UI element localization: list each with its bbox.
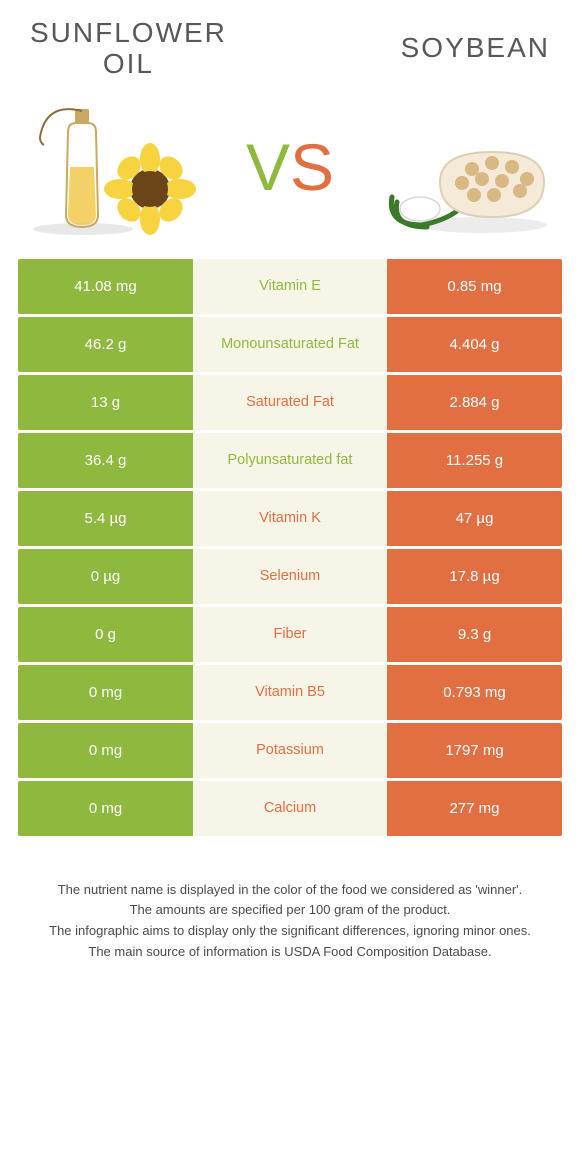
- table-row: 0 mgCalcium277 mg: [18, 781, 562, 836]
- value-left: 0 mg: [18, 781, 193, 836]
- value-left: 0 mg: [18, 665, 193, 720]
- table-row: 46.2 gMonounsaturated Fat4.404 g: [18, 317, 562, 372]
- nutrient-label: Saturated Fat: [193, 375, 387, 430]
- nutrient-label: Potassium: [193, 723, 387, 778]
- nutrient-label: Monounsaturated Fat: [193, 317, 387, 372]
- table-row: 5.4 µgVitamin K47 µg: [18, 491, 562, 546]
- value-left: 5.4 µg: [18, 491, 193, 546]
- value-left: 0 g: [18, 607, 193, 662]
- header: SUNFLOWER OIL SOYBEAN: [0, 0, 580, 85]
- table-row: 0 gFiber9.3 g: [18, 607, 562, 662]
- table-row: 0 mgPotassium1797 mg: [18, 723, 562, 778]
- nutrient-label: Vitamin B5: [193, 665, 387, 720]
- value-right: 277 mg: [387, 781, 562, 836]
- comparison-table: 41.08 mgVitamin E0.85 mg46.2 gMonounsatu…: [0, 259, 580, 836]
- vs-v: V: [246, 130, 290, 204]
- soybean-icon: [382, 97, 552, 237]
- footer-line: The main source of information is USDA F…: [26, 943, 554, 962]
- vs-label: VS: [246, 134, 334, 200]
- value-right: 2.884 g: [387, 375, 562, 430]
- table-row: 41.08 mgVitamin E0.85 mg: [18, 259, 562, 314]
- title-left: SUNFLOWER OIL: [30, 18, 227, 80]
- value-left: 0 µg: [18, 549, 193, 604]
- nutrient-label: Polyunsaturated fat: [193, 433, 387, 488]
- value-right: 0.793 mg: [387, 665, 562, 720]
- value-left: 46.2 g: [18, 317, 193, 372]
- sunflower-oil-icon: [28, 97, 198, 237]
- value-right: 47 µg: [387, 491, 562, 546]
- value-right: 0.85 mg: [387, 259, 562, 314]
- nutrient-label: Calcium: [193, 781, 387, 836]
- nutrient-label: Fiber: [193, 607, 387, 662]
- value-right: 1797 mg: [387, 723, 562, 778]
- table-row: 13 gSaturated Fat2.884 g: [18, 375, 562, 430]
- footer-line: The infographic aims to display only the…: [26, 922, 554, 941]
- value-left: 36.4 g: [18, 433, 193, 488]
- food-image-row: VS: [0, 85, 580, 259]
- value-right: 11.255 g: [387, 433, 562, 488]
- value-left: 41.08 mg: [18, 259, 193, 314]
- table-row: 0 mgVitamin B50.793 mg: [18, 665, 562, 720]
- value-right: 4.404 g: [387, 317, 562, 372]
- vs-s: S: [290, 130, 334, 204]
- footer-line: The nutrient name is displayed in the co…: [26, 881, 554, 900]
- nutrient-label: Vitamin E: [193, 259, 387, 314]
- value-left: 13 g: [18, 375, 193, 430]
- table-row: 0 µgSelenium17.8 µg: [18, 549, 562, 604]
- value-right: 17.8 µg: [387, 549, 562, 604]
- nutrient-label: Vitamin K: [193, 491, 387, 546]
- value-left: 0 mg: [18, 723, 193, 778]
- value-right: 9.3 g: [387, 607, 562, 662]
- table-row: 36.4 gPolyunsaturated fat11.255 g: [18, 433, 562, 488]
- footer-line: The amounts are specified per 100 gram o…: [26, 901, 554, 920]
- nutrient-label: Selenium: [193, 549, 387, 604]
- title-right: SOYBEAN: [401, 33, 550, 64]
- footer-notes: The nutrient name is displayed in the co…: [0, 839, 580, 962]
